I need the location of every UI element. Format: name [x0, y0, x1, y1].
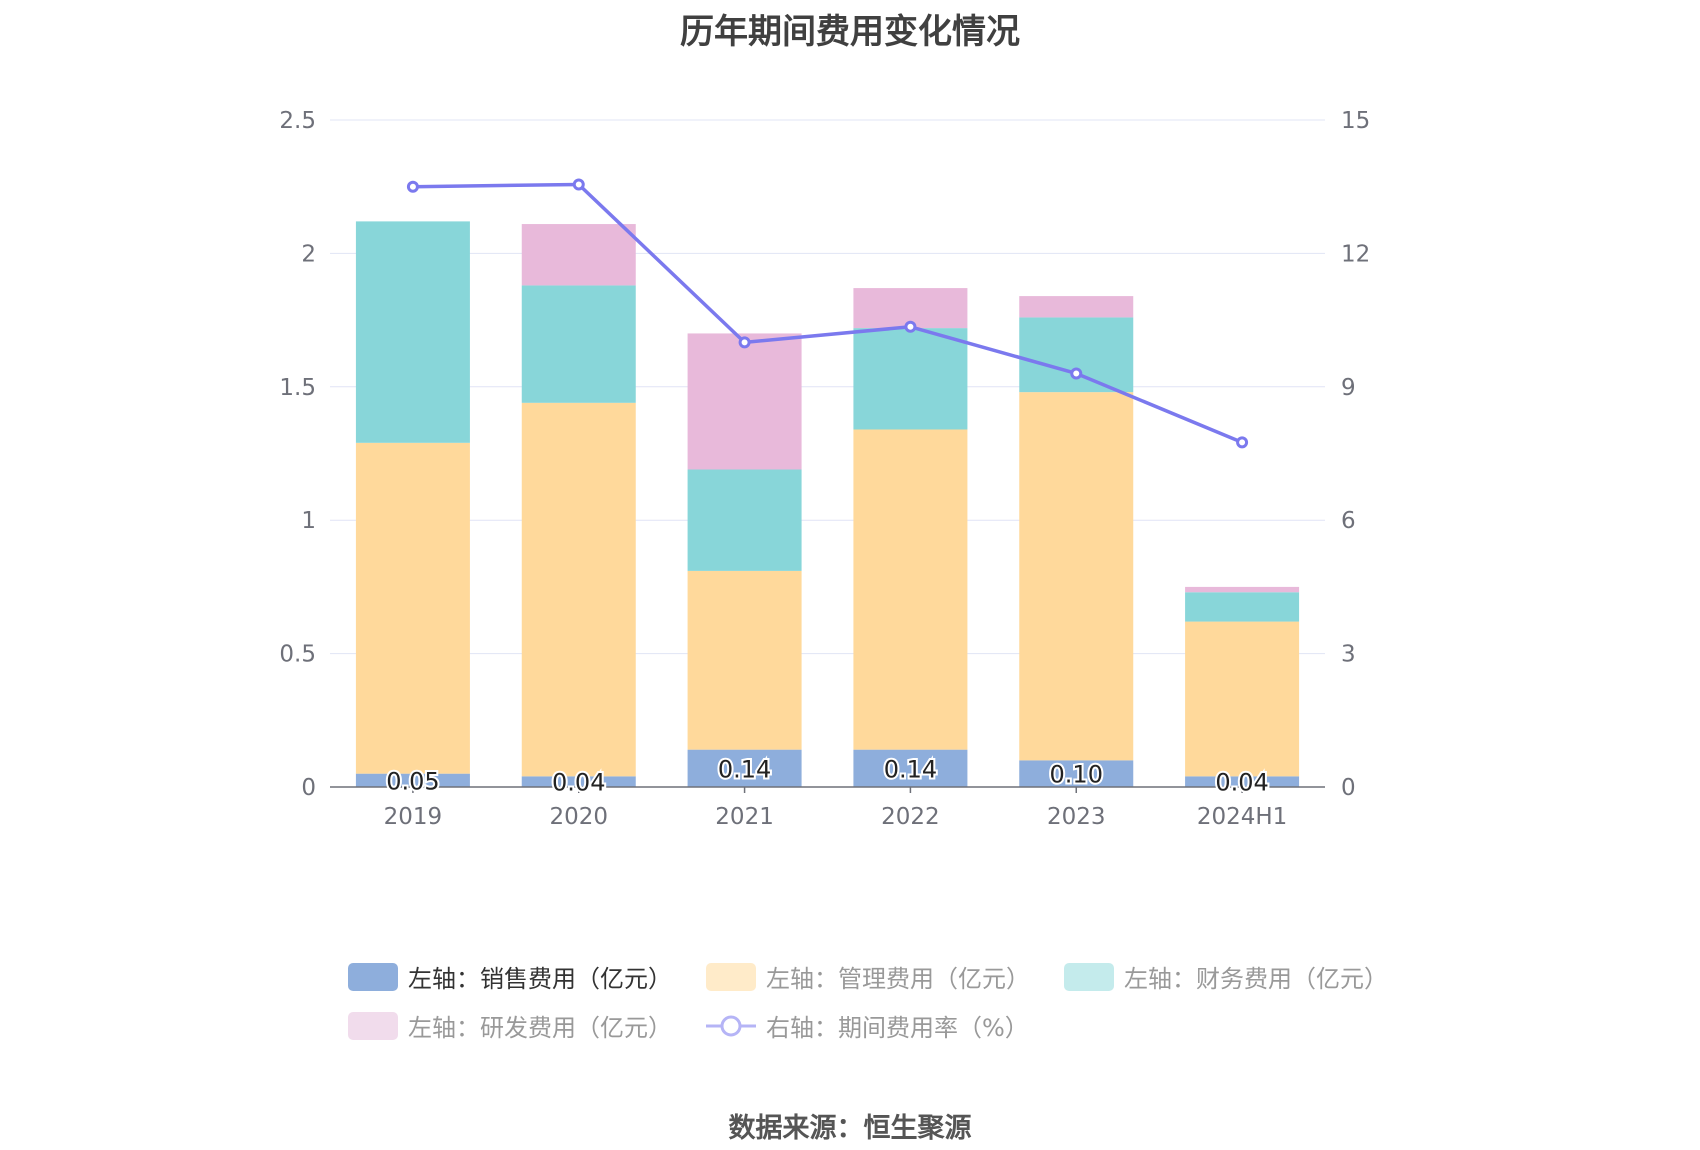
rate-point: [1236, 436, 1249, 449]
y-right-tick-label: 0: [1341, 775, 1356, 801]
y-right-tick-label: 6: [1341, 508, 1356, 534]
y-left-tick-label: 2: [301, 241, 316, 267]
legend-label-sales: 左轴：销售费用（亿元）: [408, 965, 672, 993]
bar-segment-3-2021: [687, 333, 802, 470]
legend-swatch-admin: [706, 962, 756, 991]
rate-point: [572, 178, 585, 191]
x-tick-label: 2019: [384, 804, 443, 830]
x-tick-label: 2024H1: [1197, 804, 1287, 830]
rate-point: [1070, 367, 1083, 380]
x-tick-label: 2022: [881, 804, 940, 830]
legend-item-rnd[interactable]: 左轴：研发费用（亿元）: [348, 1008, 672, 1043]
y-left-tick-label: 0: [301, 775, 316, 801]
data-source: 数据来源：恒生聚源: [728, 1113, 972, 1144]
bar-segment-1-2024H1: [1185, 621, 1300, 777]
bar-segment-3-2023: [1019, 296, 1134, 318]
bar-segment-1-2021: [687, 570, 802, 750]
legend-swatch-sales: [348, 962, 398, 991]
legend-label-rnd: 左轴：研发费用（亿元）: [408, 1014, 672, 1042]
bar-segment-0-2021: [687, 749, 802, 787]
y-left-tick-label: 2.5: [279, 108, 316, 134]
bar-segment-2-2022: [853, 328, 968, 430]
y-right-tick-label: 9: [1341, 375, 1356, 401]
bar-segment-2-2020: [521, 285, 636, 403]
legend-swatch-finance: [1064, 962, 1114, 991]
x-tick-label: 2023: [1047, 804, 1106, 830]
rate-point: [738, 336, 751, 349]
y-left-tick-label: 1.5: [279, 375, 316, 401]
bar-segment-1-2019: [355, 442, 470, 774]
y-right-tick-label: 12: [1341, 241, 1370, 267]
chart-plot: 0 0.5 1 1.5 2 2.5 0 3 6 9 12 15 2019 2020 2021 2022 2023…: [279, 108, 1370, 830]
legend-swatch-rnd: [348, 1011, 398, 1040]
y-left-tick-label: 1: [301, 508, 316, 534]
legend-item-finance[interactable]: 左轴：财务费用（亿元）: [1064, 959, 1388, 994]
bar-segment-1-2022: [853, 429, 968, 750]
legend-item-sales[interactable]: 左轴：销售费用（亿元）: [348, 959, 672, 994]
legend-label-finance: 左轴：财务费用（亿元）: [1124, 965, 1388, 993]
bar-segment-1-2020: [521, 402, 636, 777]
legend: 左轴：销售费用（亿元） 左轴：管理费用（亿元） 左轴：财务费用（亿元） 左轴：研…: [348, 952, 1448, 1050]
legend-label-rate: 右轴：期间费用率（%）: [766, 1014, 1029, 1042]
rate-point: [904, 320, 917, 333]
bar-segment-2-2019: [355, 221, 470, 443]
data-label-sales: 0.04: [552, 769, 605, 797]
bar-segment-3-2024H1: [1185, 586, 1300, 593]
bar-segment-1-2023: [1019, 392, 1134, 761]
bar-segment-2-2021: [687, 469, 802, 571]
legend-row-2: 左轴：研发费用（亿元） 右轴：期间费用率（%）: [348, 1001, 1448, 1050]
x-tick-label: 2020: [549, 804, 608, 830]
bar-segment-3-2020: [521, 224, 636, 286]
y-left-tick-label: 0.5: [279, 642, 316, 668]
x-tick-label: 2021: [715, 804, 774, 830]
data-label-sales: 0.14: [718, 755, 771, 783]
bar-segment-2-2024H1: [1185, 592, 1300, 622]
data-label-sales: 0.05: [386, 767, 439, 795]
rate-line: [412, 182, 1243, 444]
bar-segment-0-2019: [355, 773, 470, 787]
bar-segment-2-2023: [1019, 317, 1134, 393]
chart-title: 历年期间费用变化情况: [680, 12, 1020, 52]
legend-line-marker-icon: [706, 1015, 756, 1036]
y-right-tick-label: 3: [1341, 642, 1356, 668]
data-label-sales: 0.10: [1050, 761, 1103, 789]
legend-item-admin[interactable]: 左轴：管理费用（亿元）: [706, 959, 1030, 994]
bar-segment-0-2023: [1019, 760, 1134, 787]
bar-segment-0-2024H1: [1185, 776, 1300, 787]
bar-segment-0-2020: [521, 776, 636, 787]
legend-item-rate[interactable]: 右轴：期间费用率（%）: [706, 1008, 1029, 1043]
rate-point: [406, 180, 419, 193]
legend-row-1: 左轴：销售费用（亿元） 左轴：管理费用（亿元） 左轴：财务费用（亿元）: [348, 952, 1448, 1001]
bar-segment-0-2022: [853, 749, 968, 787]
y-right-tick-label: 15: [1341, 108, 1370, 134]
data-label-sales: 0.04: [1215, 769, 1268, 797]
legend-label-admin: 左轴：管理费用（亿元）: [766, 965, 1030, 993]
data-label-sales: 0.14: [884, 755, 937, 783]
